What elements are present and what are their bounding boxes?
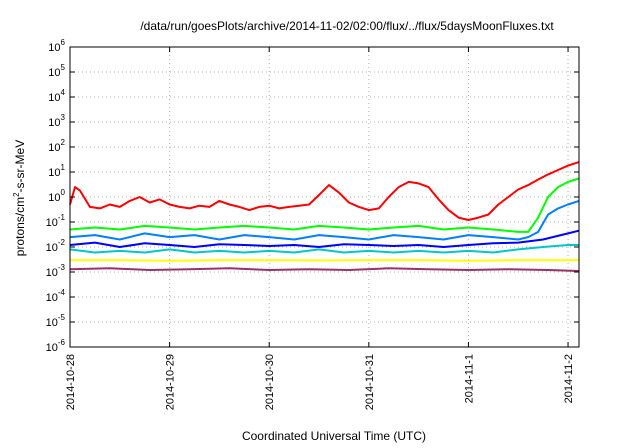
series-line-6 <box>70 259 579 262</box>
x-axis-label: Coordinated Universal Time (UTC) <box>242 429 426 443</box>
x-tick-label: 2014-11-1 <box>463 354 475 403</box>
x-ticks: 2014-10-28 2014-10-29 2014-10-30 2014-10-31… <box>65 47 575 410</box>
x-tick-label: 2014-10-31 <box>364 354 376 410</box>
y-tick-label: 10-2 <box>46 238 66 254</box>
y-tick-label: 10-1 <box>46 213 66 229</box>
grid-lines <box>70 47 579 347</box>
y-tick-label: 101 <box>48 163 65 179</box>
y-axis-label-sup: 2 <box>12 192 21 197</box>
series-line-5 <box>69 244 579 254</box>
series-line-4 <box>69 229 580 248</box>
series-line-7 <box>69 267 580 272</box>
chart-title: /data/run/goesPlots/archive/2014-11-02/0… <box>140 19 554 33</box>
x-tick-label: 2014-11-2 <box>563 354 575 403</box>
series-lines <box>69 161 580 272</box>
series-line-1 <box>69 161 580 221</box>
y-tick-label: 102 <box>48 138 65 154</box>
y-tick-label: 10-3 <box>46 263 66 279</box>
y-axis-label: protons/cm2-s-sr-MeV <box>12 140 27 256</box>
x-tick-label: 2014-10-29 <box>165 354 177 410</box>
x-tick-label: 2014-10-28 <box>65 354 77 410</box>
y-tick-label: 10-4 <box>46 288 66 304</box>
y-tick-label: 103 <box>48 113 65 129</box>
y-axis-label-rest: -s-sr-MeV <box>13 140 27 193</box>
y-tick-label: 10-5 <box>46 313 66 329</box>
title-group: /data/run/goesPlots/archive/2014-11-02/0… <box>140 19 554 33</box>
y-ticks: 10-6 10-5 10-4 10-3 10-2 10-1 100 101 102 103 104 1… <box>46 38 579 354</box>
y-tick-label: 100 <box>48 188 65 204</box>
y-axis-label-base: protons/cm <box>13 197 27 256</box>
series-line-2 <box>69 177 580 233</box>
y-tick-label: 106 <box>48 38 65 54</box>
y-tick-label: 10-6 <box>46 338 66 354</box>
y-tick-label: 105 <box>48 63 65 79</box>
series-line-3 <box>69 199 580 241</box>
y-tick-label: 104 <box>48 88 65 104</box>
x-tick-label: 2014-10-30 <box>264 354 276 410</box>
